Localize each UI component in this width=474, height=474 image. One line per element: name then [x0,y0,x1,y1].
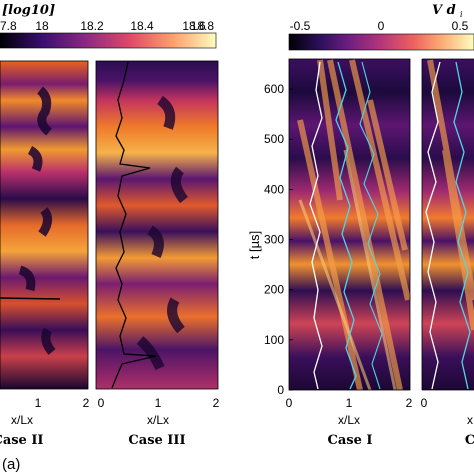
panel-case-partial [421,58,474,391]
caption-case-i: Case I [328,433,373,448]
colorbar-left-tick: 18 [35,19,49,33]
panel-case-i [288,58,411,391]
y-axis-label: t [µs] [247,231,262,259]
svg-text:2: 2 [83,396,90,410]
y-tick-label: 400 [264,182,284,196]
svg-text:1: 1 [155,396,162,410]
svg-text:x/Lx: x/Lx [11,413,33,427]
x-axis-case-i: 0 1 2 x/Lx [286,396,413,427]
y-tick-label: 600 [264,82,284,96]
case-i-cyan-line-2 [359,61,383,390]
y-tick-label: 500 [264,132,284,146]
case-iii-profile-line [111,61,157,389]
svg-text:0: 0 [98,396,105,410]
caption-case-partial: C [465,433,474,448]
colorbar-left-tick: 7.8 [0,19,17,33]
svg-text:1: 1 [35,396,42,410]
colorbar-right-label: V d [432,3,456,18]
x-axis-case-iii: 0 1 2 x/Lx [98,396,220,427]
caption-case-iii: Case III [128,433,185,448]
case-i-white-line [309,61,323,390]
colorbar-right-ticks: -0.5 0 0.5 [290,19,469,33]
svg-text:2: 2 [213,396,220,410]
colorbar-left-ticks: 7.8 18 18.2 18.4 18.618.8 [0,19,214,33]
svg-text:1: 1 [346,396,353,410]
colorbar-left-tick: 18.6 [182,19,206,33]
y-tick-label: 100 [264,333,284,347]
case-i-cyan-line-1 [335,61,357,390]
y-tick-label: 0 [277,383,284,397]
svg-text:0: 0 [286,396,293,410]
panel-case-iii [95,60,219,390]
colorbar-left-tick: 18.4 [130,19,154,33]
caption-case-ii: Case II [0,433,44,448]
colorbar-right-tick: -0.5 [290,19,311,33]
x-axis-case-ii: 1 2 x/Lx [11,396,90,427]
figure-label: (a) [2,456,20,473]
colorbar-left-label: [log10] [2,3,55,18]
x-axis-case-partial: 0 x [421,396,473,427]
colorbar-right-tick: 0.5 [452,19,469,33]
colorbar-left-tick: 18.8 [191,19,215,33]
colorbar-left [0,32,217,49]
y-tick-label: 300 [264,233,284,247]
case-ii-profile-line [0,297,61,300]
svg-text:x/Lx: x/Lx [338,413,360,427]
svg-text:0: 0 [421,396,428,410]
colorbar-left-tick: 18.2 [80,19,104,33]
colorbar-right-label-sub: i [460,10,463,19]
y-tick-label: 200 [264,283,284,297]
panel-case-ii [0,60,89,390]
svg-text:x/Lx: x/Lx [147,413,169,427]
colorbar-right [288,33,474,51]
svg-text:2: 2 [406,396,413,410]
svg-text:x: x [467,413,473,427]
y-axis-ticks: 0 100 200 300 400 500 600 [264,82,293,397]
colorbar-right-tick: 0 [378,19,385,33]
